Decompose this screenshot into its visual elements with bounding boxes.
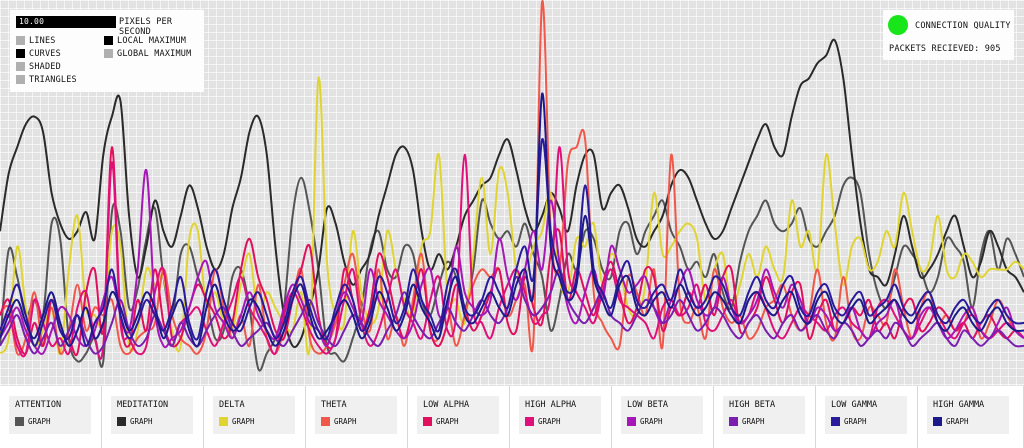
- render-mode-curves[interactable]: CURVES: [16, 49, 61, 59]
- graph-toggle-label-high-beta[interactable]: GRAPH: [742, 417, 765, 426]
- maximum-mode-global[interactable]: GLOBAL MAXIMUM: [104, 49, 191, 59]
- connection-panel: CONNECTION QUALITY PACKETS RECIEVED: 905: [883, 10, 1014, 60]
- maximum-mode-local-label: LOCAL MAXIMUM: [117, 36, 187, 46]
- packets-received-readout: PACKETS RECIEVED: 905: [889, 44, 1001, 54]
- legend-card-high-beta: HIGH BETA GRAPH: [723, 396, 805, 434]
- channel-name-low-gamma: LOW GAMMA: [831, 400, 878, 410]
- channel-name-attention: ATTENTION: [15, 400, 62, 410]
- channel-legend: ATTENTION GRAPH MEDITATION GRAPH DELTA GRAPH T…: [0, 386, 1024, 448]
- render-mode-lines[interactable]: LINES: [16, 36, 56, 46]
- series-line-high-alpha: [0, 146, 1024, 360]
- graph-toggle-low-gamma[interactable]: [831, 417, 840, 426]
- series-line-meditation: [0, 38, 1024, 349]
- graph-toggle-delta[interactable]: [219, 417, 228, 426]
- render-mode-triangles-label: TRIANGLES: [29, 75, 77, 85]
- channel-name-delta: DELTA: [219, 400, 245, 410]
- channel-name-meditation: MEDITATION: [117, 400, 169, 410]
- legend-item-high-alpha: HIGH ALPHA GRAPH: [510, 386, 612, 448]
- render-mode-lines-label: LINES: [29, 36, 56, 46]
- render-mode-curves-checkbox[interactable]: [16, 49, 25, 58]
- graph-toggle-meditation[interactable]: [117, 417, 126, 426]
- legend-item-theta: THETA GRAPH: [306, 386, 408, 448]
- graph-toggle-high-gamma[interactable]: [933, 417, 942, 426]
- legend-item-low-gamma: LOW GAMMA GRAPH: [816, 386, 918, 448]
- graph-toggle-label-low-alpha[interactable]: GRAPH: [436, 417, 459, 426]
- render-mode-shaded[interactable]: SHADED: [16, 62, 61, 72]
- graph-toggle-attention[interactable]: [15, 417, 24, 426]
- series-line-high-gamma: [0, 92, 1024, 348]
- legend-card-high-alpha: HIGH ALPHA GRAPH: [519, 396, 601, 434]
- legend-item-delta: DELTA GRAPH: [204, 386, 306, 448]
- graph-toggle-label-high-gamma[interactable]: GRAPH: [946, 417, 969, 426]
- render-mode-shaded-checkbox[interactable]: [16, 62, 25, 71]
- legend-item-low-beta: LOW BETA GRAPH: [612, 386, 714, 448]
- channel-name-theta: THETA: [321, 400, 347, 410]
- graph-toggle-label-high-alpha[interactable]: GRAPH: [538, 417, 561, 426]
- graph-toggle-theta[interactable]: [321, 417, 330, 426]
- legend-card-theta: THETA GRAPH: [315, 396, 397, 434]
- render-mode-shaded-label: SHADED: [29, 62, 61, 72]
- connection-quality-label: CONNECTION QUALITY: [915, 21, 1011, 31]
- legend-item-low-alpha: LOW ALPHA GRAPH: [408, 386, 510, 448]
- graph-toggle-label-delta[interactable]: GRAPH: [232, 417, 255, 426]
- pixels-per-second-input[interactable]: 10.00: [16, 16, 116, 28]
- channel-name-high-alpha: HIGH ALPHA: [525, 400, 577, 410]
- graph-toggle-high-beta[interactable]: [729, 417, 738, 426]
- series-line-attention: [0, 176, 1024, 372]
- graph-toggle-low-alpha[interactable]: [423, 417, 432, 426]
- legend-card-high-gamma: HIGH GAMMA GRAPH: [927, 396, 1009, 434]
- graph-toggle-label-low-gamma[interactable]: GRAPH: [844, 417, 867, 426]
- connection-status-icon: [888, 15, 908, 35]
- graph-toggle-label-attention[interactable]: GRAPH: [28, 417, 51, 426]
- maximum-mode-local-checkbox[interactable]: [104, 36, 113, 45]
- pixels-per-second-label: PIXELS PER SECOND: [119, 17, 173, 37]
- controls-panel: 10.00 PIXELS PER SECOND LINES CURVES SHA…: [10, 10, 204, 92]
- render-mode-lines-checkbox[interactable]: [16, 36, 25, 45]
- graph-toggle-low-beta[interactable]: [627, 417, 636, 426]
- graph-toggle-label-meditation[interactable]: GRAPH: [130, 417, 153, 426]
- channel-name-high-beta: HIGH BETA: [729, 400, 776, 410]
- render-mode-triangles-checkbox[interactable]: [16, 75, 25, 84]
- legend-card-low-beta: LOW BETA GRAPH: [621, 396, 703, 434]
- legend-card-meditation: MEDITATION GRAPH: [111, 396, 193, 434]
- legend-item-high-gamma: HIGH GAMMA GRAPH: [918, 386, 1024, 448]
- legend-card-low-alpha: LOW ALPHA GRAPH: [417, 396, 499, 434]
- legend-item-attention: ATTENTION GRAPH: [0, 386, 102, 448]
- legend-card-attention: ATTENTION GRAPH: [9, 396, 91, 434]
- legend-item-meditation: MEDITATION GRAPH: [102, 386, 204, 448]
- graph-toggle-label-theta[interactable]: GRAPH: [334, 417, 357, 426]
- maximum-mode-local[interactable]: LOCAL MAXIMUM: [104, 36, 186, 46]
- channel-name-low-beta: LOW BETA: [627, 400, 668, 410]
- legend-card-low-gamma: LOW GAMMA GRAPH: [825, 396, 907, 434]
- channel-name-high-gamma: HIGH GAMMA: [933, 400, 985, 410]
- render-mode-curves-label: CURVES: [29, 49, 61, 59]
- eeg-plot: [0, 0, 1024, 386]
- legend-item-high-beta: HIGH BETA GRAPH: [714, 386, 816, 448]
- graph-toggle-high-alpha[interactable]: [525, 417, 534, 426]
- graph-toggle-label-low-beta[interactable]: GRAPH: [640, 417, 663, 426]
- maximum-mode-global-checkbox[interactable]: [104, 49, 113, 58]
- series-line-low-gamma: [0, 138, 1024, 347]
- maximum-mode-global-label: GLOBAL MAXIMUM: [117, 49, 192, 59]
- legend-card-delta: DELTA GRAPH: [213, 396, 295, 434]
- channel-name-low-alpha: LOW ALPHA: [423, 400, 470, 410]
- render-mode-triangles[interactable]: TRIANGLES: [16, 75, 77, 85]
